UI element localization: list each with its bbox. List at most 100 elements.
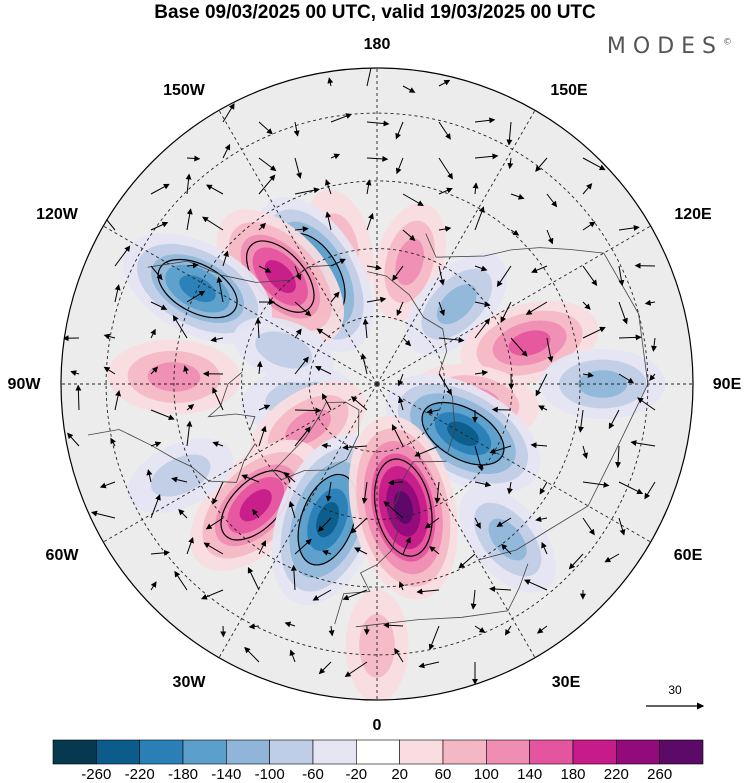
wind-arrow — [350, 517, 368, 534]
lon-label-150w: 150W — [163, 82, 205, 99]
wind-arrow — [206, 184, 224, 195]
coastline — [207, 371, 256, 431]
wind-arrow — [500, 301, 512, 323]
wind-arrow — [325, 481, 332, 502]
wind-arrow — [317, 517, 332, 532]
wind-arrow — [258, 540, 266, 555]
wind-arrow — [394, 647, 404, 663]
lon-label-30e: 30E — [551, 674, 581, 691]
lon-label-30w: 30W — [172, 674, 206, 691]
wind-arrow — [255, 317, 262, 339]
wind-arrow — [582, 371, 594, 378]
wind-arrow — [474, 153, 499, 160]
wind-arrow — [294, 328, 302, 339]
wind-arrow — [244, 646, 260, 663]
anomaly-contour — [395, 238, 424, 286]
wind-arrow — [470, 589, 477, 610]
lon-label-60w: 60W — [45, 547, 79, 564]
wind-arrow — [582, 481, 610, 488]
wind-arrow — [150, 301, 168, 310]
wind-arrow — [577, 409, 584, 433]
wind-arrow — [150, 494, 161, 519]
wind-arrow — [438, 79, 451, 87]
wind-arrow — [318, 661, 332, 675]
wind-arrow — [365, 179, 372, 195]
wind-arrow — [637, 397, 656, 411]
wind-arrow — [294, 226, 309, 233]
coastline — [355, 563, 529, 628]
colorbar-swatch — [269, 739, 314, 765]
anomaly-contour — [436, 284, 477, 325]
wind-arrow — [506, 121, 513, 146]
wind-arrow — [248, 623, 260, 630]
brand-name: MODES — [606, 34, 723, 59]
wind-arrow — [438, 187, 453, 195]
wind-arrow — [582, 221, 596, 231]
wind-arrow — [383, 500, 404, 519]
anomaly-contour — [255, 331, 313, 369]
wind-arrow — [396, 301, 404, 317]
wind-arrow — [258, 157, 277, 172]
wind-arrow — [366, 120, 390, 127]
wind-arrow — [535, 516, 548, 523]
wind-arrow — [546, 193, 558, 208]
wind-arrow — [438, 373, 452, 396]
colorbar-swatch — [442, 739, 487, 765]
wind-arrow — [284, 621, 296, 628]
meridian-line — [376, 225, 651, 385]
wind-arrow — [150, 366, 159, 375]
wind-arrow — [150, 221, 169, 231]
anomaly-cell — [127, 438, 234, 513]
wind-arrow — [582, 265, 598, 287]
wind-arrow — [172, 315, 188, 339]
colorbar-tick-label: 60 — [434, 766, 452, 783]
colorbar-tick-label: -100 — [254, 766, 285, 783]
wind-arrow — [366, 296, 387, 303]
wind-arrow — [438, 121, 451, 140]
wind-arrow — [618, 225, 640, 231]
wind-arrow — [418, 661, 440, 669]
wind-arrow — [171, 476, 188, 483]
wind-arrow — [530, 442, 548, 449]
wind-arrow — [294, 157, 302, 179]
wind-arrow — [438, 301, 445, 317]
wind-arrow — [582, 301, 591, 310]
coastline — [273, 401, 360, 481]
lon-label-150e: 150E — [550, 82, 588, 99]
lon-label-90e: 90E — [712, 376, 742, 393]
wind-arrow — [523, 579, 548, 591]
wind-arrow — [531, 265, 548, 274]
wind-arrow — [354, 547, 368, 555]
wind-arrow — [402, 337, 412, 347]
wind-arrow — [252, 508, 260, 519]
wind-arrow — [366, 264, 382, 271]
wind-arrow — [350, 396, 368, 411]
anomaly-cell — [123, 233, 273, 344]
coastline — [334, 460, 447, 625]
wind-arrow — [186, 155, 201, 162]
wind-arrow — [472, 182, 479, 195]
wind-arrow — [330, 291, 340, 303]
wind-arrow — [426, 408, 440, 415]
wind-arrow — [186, 208, 193, 231]
wind-arrow — [183, 365, 190, 375]
wind-arrow — [438, 265, 445, 286]
wind-arrow — [258, 404, 271, 411]
wind-arrow — [618, 373, 635, 384]
colorbar-tick-label: -20 — [345, 766, 368, 783]
wind-arrow — [474, 265, 488, 272]
anomaly-contour — [488, 518, 527, 561]
colorbar-swatch — [356, 739, 400, 765]
meridian-line — [218, 383, 378, 658]
wind-arrow — [414, 445, 440, 457]
anomaly-cell — [459, 486, 556, 593]
wind-arrow — [200, 589, 224, 600]
wind-arrow — [402, 193, 424, 206]
wind-arrow — [366, 155, 389, 162]
wind-arrow — [402, 536, 411, 555]
anomaly-cell — [348, 415, 458, 600]
wind-arrow — [366, 68, 373, 87]
wind-arrow — [322, 393, 332, 411]
wind-arrow — [185, 173, 192, 195]
anomaly-cell — [216, 209, 345, 344]
